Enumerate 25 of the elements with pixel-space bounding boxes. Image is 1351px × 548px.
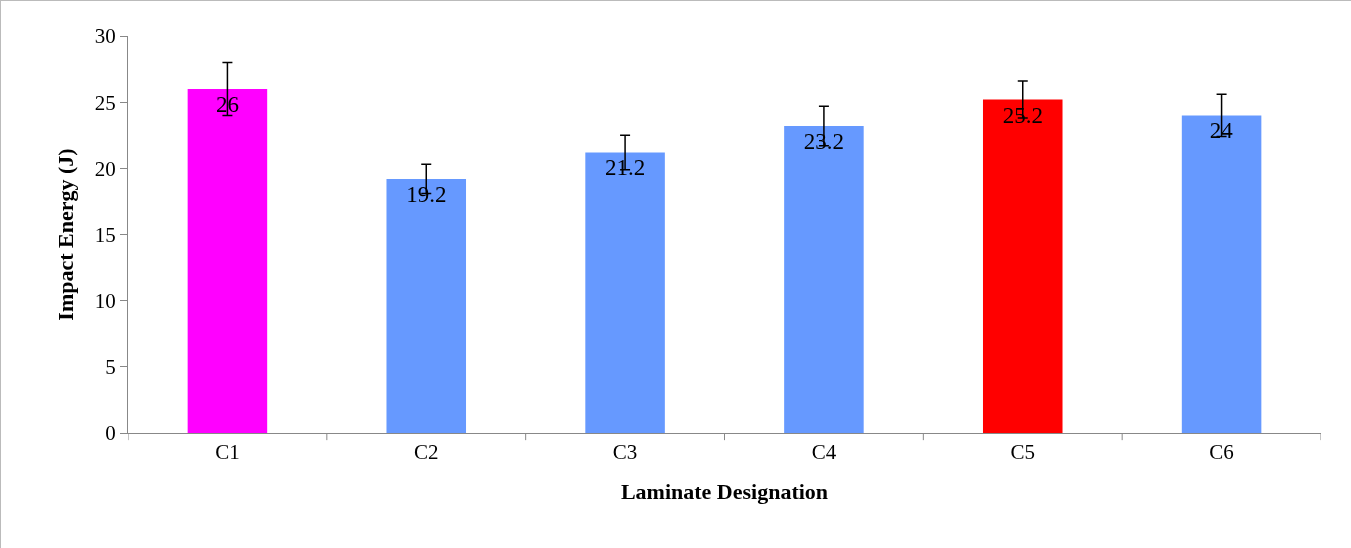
bar: [982, 99, 1063, 433]
y-tick-label: 20: [94, 156, 116, 181]
y-tick-label: 0: [105, 421, 116, 446]
y-tick-label: 25: [94, 90, 116, 115]
data-label: 21.2: [604, 155, 646, 181]
bar: [386, 178, 467, 433]
x-tick-label: C5: [1010, 440, 1036, 465]
x-tick-label: C4: [811, 440, 837, 465]
data-label: 23.2: [803, 128, 845, 154]
y-tick-label: 5: [105, 355, 116, 380]
data-label: 19.2: [406, 181, 447, 207]
bar: [585, 152, 665, 433]
data-label: 25.2: [1002, 102, 1043, 128]
y-tick-label: 10: [94, 289, 116, 314]
x-tick-label: C1: [215, 440, 240, 465]
x-tick-label: C3: [612, 440, 638, 465]
x-tick-label: C2: [413, 440, 439, 465]
bar: [784, 125, 864, 433]
bar: [1181, 115, 1262, 433]
x-axis-title: Laminate Designation: [620, 479, 829, 505]
y-tick-label: 30: [94, 24, 116, 49]
y-axis-title: Impact Energy (J): [52, 148, 78, 321]
bar: [187, 88, 268, 433]
y-tick-label: 15: [94, 222, 116, 247]
x-tick-label: C6: [1209, 440, 1234, 465]
